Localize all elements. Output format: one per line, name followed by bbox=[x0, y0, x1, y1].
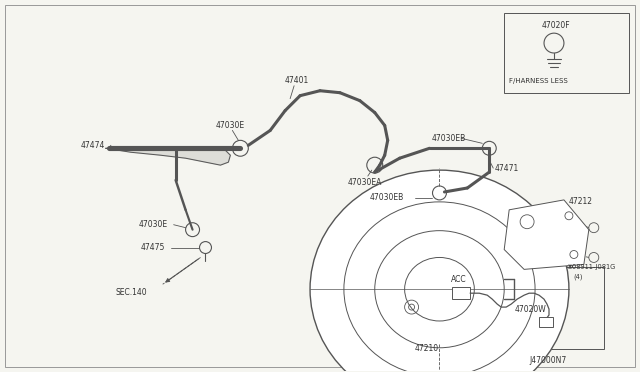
Text: 47020F: 47020F bbox=[542, 21, 571, 30]
Text: 47210: 47210 bbox=[415, 344, 438, 353]
Text: J47000N7: J47000N7 bbox=[529, 356, 566, 365]
Bar bbox=[539, 317, 553, 327]
Text: ⑨08911-J081G: ⑨08911-J081G bbox=[567, 264, 616, 270]
Polygon shape bbox=[504, 200, 589, 269]
Text: 47030E: 47030E bbox=[139, 220, 168, 229]
Ellipse shape bbox=[375, 231, 504, 348]
Bar bbox=[504, 13, 628, 93]
Bar bbox=[452, 287, 470, 299]
Text: (4): (4) bbox=[573, 273, 582, 280]
Text: SEC.140: SEC.140 bbox=[116, 288, 147, 297]
Polygon shape bbox=[106, 148, 230, 165]
Ellipse shape bbox=[404, 257, 474, 321]
Text: 47030EB: 47030EB bbox=[370, 193, 404, 202]
Text: 47030EB: 47030EB bbox=[431, 134, 466, 143]
Ellipse shape bbox=[344, 202, 535, 372]
Bar bbox=[444, 267, 604, 349]
Text: ACC: ACC bbox=[451, 275, 467, 284]
Text: 47030EA: 47030EA bbox=[348, 177, 382, 186]
Text: 47471: 47471 bbox=[494, 164, 518, 173]
Ellipse shape bbox=[310, 170, 569, 372]
Text: 47474: 47474 bbox=[81, 141, 106, 150]
Text: F/HARNESS LESS: F/HARNESS LESS bbox=[509, 78, 568, 84]
Text: 47475: 47475 bbox=[141, 243, 165, 252]
Text: 47030E: 47030E bbox=[216, 121, 244, 130]
Text: 47212: 47212 bbox=[569, 198, 593, 206]
Text: 47401: 47401 bbox=[284, 76, 308, 85]
Text: 47020W: 47020W bbox=[514, 305, 546, 314]
